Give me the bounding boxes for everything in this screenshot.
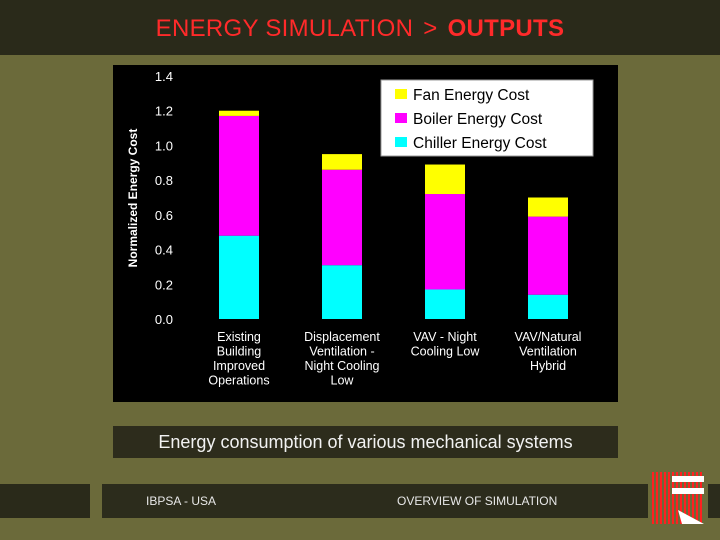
legend-swatch (395, 137, 407, 147)
bar-fan-segment (528, 197, 568, 217)
y-tick-label: 0.4 (155, 243, 173, 258)
x-category-label-line: Ventilation - (309, 345, 374, 359)
bar-boiler-segment (425, 194, 465, 290)
x-category-label-line: Existing (217, 330, 261, 344)
title-bar: ENERGY SIMULATION > OUTPUTS (0, 0, 720, 55)
x-category-label-line: Low (331, 374, 355, 388)
y-tick-label: 1.0 (155, 138, 173, 153)
y-tick-label: 0.0 (155, 312, 173, 327)
legend-swatch (395, 89, 407, 99)
x-category-label: VAV/Natural Ventilation Hybrid (515, 330, 582, 373)
x-category-label: Existing Building Improved Operations (208, 330, 269, 388)
legend-label: Boiler Energy Cost (413, 111, 543, 128)
title-separator: > (423, 15, 438, 42)
y-tick-label: 0.6 (155, 208, 173, 223)
x-category-label-line: Displacement (304, 330, 380, 344)
chart-caption: Energy consumption of various mechanical… (113, 426, 618, 458)
chart-panel: 0.0 0.2 0.4 0.6 0.8 1.0 1.2 1.4 Normalized Energ… (113, 65, 618, 402)
x-category-label-line: VAV/Natural (515, 330, 582, 344)
energy-cost-chart: 0.0 0.2 0.4 0.6 0.8 1.0 1.2 1.4 Normalized Energ… (126, 69, 594, 388)
x-category-label-line: Improved (213, 359, 265, 373)
page-title: ENERGY SIMULATION (155, 15, 414, 42)
footer-divider (90, 484, 102, 518)
bar-chiller-segment (528, 294, 568, 319)
x-category-label-line: Ventilation (519, 345, 577, 359)
bar-boiler-segment (219, 115, 259, 236)
legend-box (380, 79, 594, 157)
x-category-label-line: Hybrid (530, 359, 566, 373)
page-title-emphasis: OUTPUTS (447, 15, 565, 42)
bar-chiller-segment (219, 235, 259, 319)
x-category-label-line: Night Cooling (304, 359, 379, 373)
y-tick-label: 1.4 (155, 69, 173, 84)
y-tick-label: 0.8 (155, 173, 173, 188)
footer-organization: IBPSA - USA (146, 494, 217, 508)
y-tick-label: 1.2 (155, 104, 173, 119)
ibpsa-logo-icon (648, 468, 708, 528)
footer-section-title: OVERVIEW OF SIMULATION (397, 494, 558, 508)
bar-fan-segment (322, 154, 362, 170)
bar-fan-segment (425, 164, 465, 195)
bar-fan-segment (219, 110, 259, 116)
x-category-label-line: Building (217, 345, 262, 359)
x-category-label: Displacement Ventilation -Night Cooling Lo… (304, 330, 380, 388)
bar-boiler-segment (322, 169, 362, 266)
x-category-label-line: VAV - Night (413, 330, 477, 344)
legend-label: Fan Energy Cost (413, 87, 530, 104)
legend-label: Chiller Energy Cost (413, 135, 547, 152)
y-axis-label: Normalized Energy Cost (126, 129, 140, 268)
x-category-label: VAV - Night Cooling Low (411, 330, 481, 359)
bar-chiller-segment (322, 265, 362, 319)
footer-left-block (0, 484, 90, 518)
bar-boiler-segment (528, 216, 568, 295)
footer-bar (0, 484, 720, 518)
x-category-label-line: Operations (208, 374, 269, 388)
x-category-label-line: Cooling Low (411, 345, 481, 359)
legend-swatch (395, 113, 407, 123)
y-tick-label: 0.2 (155, 277, 173, 292)
bar-chiller-segment (425, 289, 465, 319)
